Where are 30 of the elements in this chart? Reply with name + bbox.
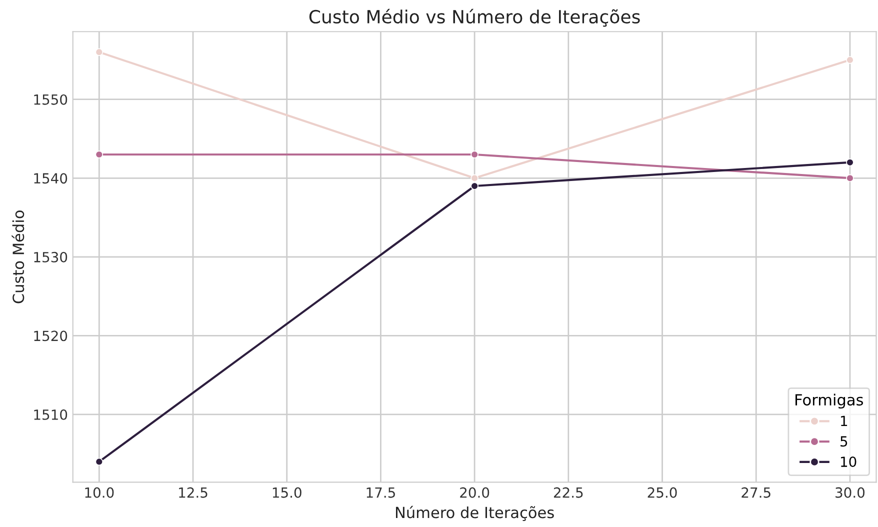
legend-label: 1 bbox=[841, 416, 848, 426]
chart-title: Custo Médio vs Número de Iterações bbox=[309, 8, 640, 27]
x-tick-label: 17.5 bbox=[366, 487, 395, 498]
x-tick-label: 27.5 bbox=[742, 487, 770, 498]
point bbox=[95, 150, 104, 158]
y-axis-title: Custo Médio bbox=[12, 210, 24, 304]
x-tick-label: 30.0 bbox=[836, 487, 865, 498]
x-tick-label: 15.0 bbox=[272, 487, 302, 498]
point bbox=[95, 458, 104, 466]
point bbox=[470, 182, 478, 190]
y-tick-label: 1520 bbox=[34, 330, 68, 342]
x-tick-label: 22.5 bbox=[554, 487, 583, 498]
point bbox=[470, 150, 478, 158]
point bbox=[846, 174, 854, 182]
x-axis-title: Número de Iterações bbox=[396, 506, 554, 521]
point bbox=[846, 56, 854, 64]
y-tick-label: 1550 bbox=[34, 94, 68, 105]
legend-label: 10 bbox=[841, 456, 856, 468]
x-tick-label: 10.0 bbox=[85, 487, 114, 498]
point bbox=[470, 174, 478, 182]
y-tick-label: 1540 bbox=[34, 173, 68, 184]
x-tick-label: 25.0 bbox=[648, 487, 677, 498]
legend-label: 5 bbox=[840, 436, 848, 447]
x-tick-label: 12.5 bbox=[179, 487, 208, 498]
x-tick-label: 20.0 bbox=[460, 487, 490, 498]
y-tick-label: 1530 bbox=[34, 252, 68, 262]
point bbox=[846, 158, 854, 166]
y-tick-label: 1510 bbox=[34, 409, 68, 420]
legend-title: Formigas bbox=[796, 394, 863, 409]
point bbox=[95, 48, 104, 56]
